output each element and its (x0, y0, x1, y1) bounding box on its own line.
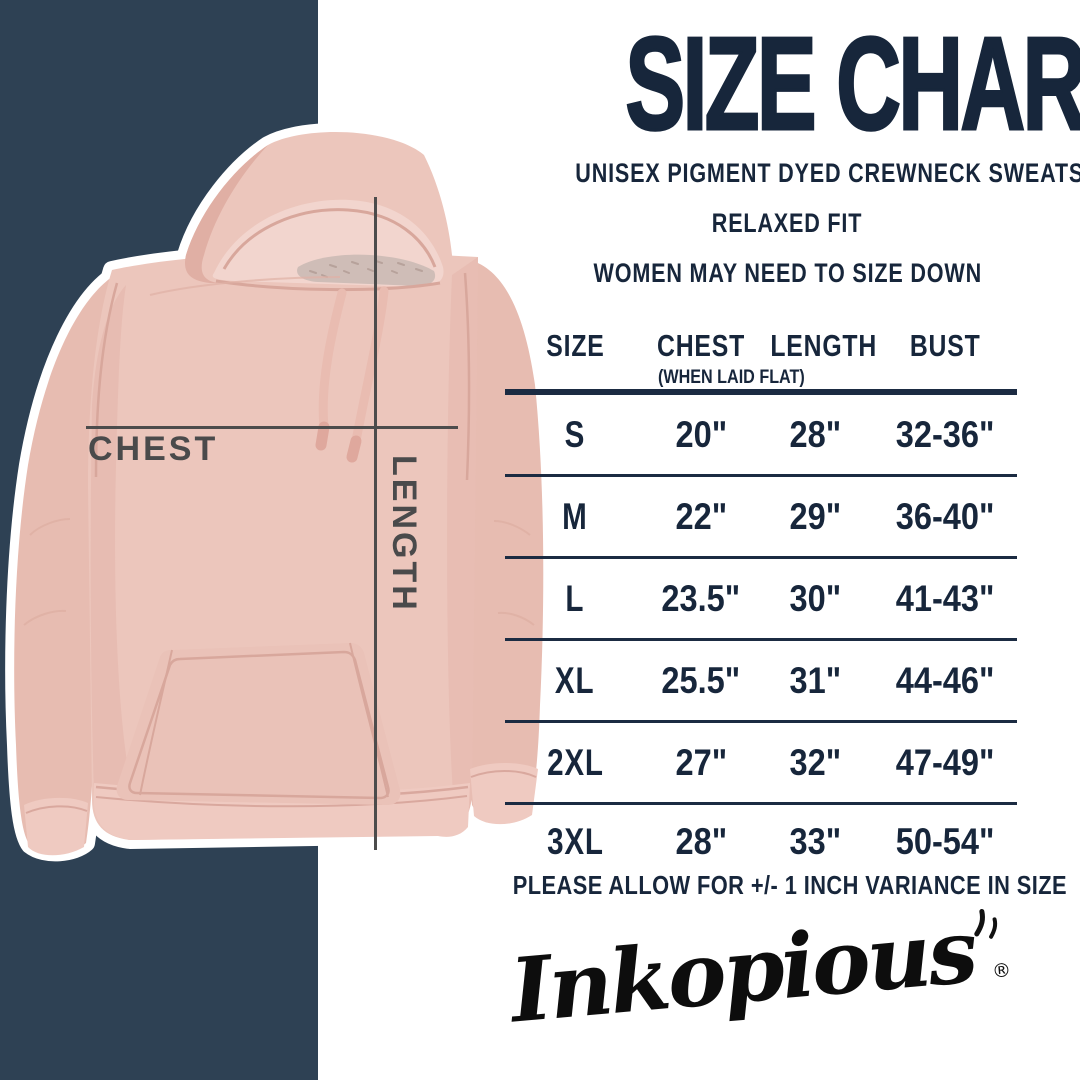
table-row: 2XL 27" 32" 47-49" (505, 723, 1017, 805)
cell-length: 29" (789, 496, 841, 537)
column-header-chest: CHEST (656, 328, 746, 363)
registered-trademark: ® (991, 959, 1013, 983)
column-header-size: SIZE (545, 328, 605, 363)
cell-length: 30" (789, 578, 841, 619)
variance-footnote: PLEASE ALLOW FOR +/- 1 INCH VARIANCE IN … (460, 872, 1067, 898)
cell-length: 31" (789, 660, 841, 701)
subtitle-product: UNISEX PIGMENT DYED CREWNECK SWEATSHIRT (505, 160, 1080, 187)
cell-bust: 41-43" (895, 578, 995, 619)
cell-size: L (565, 578, 585, 619)
page-title: SIZE CHART (624, 10, 1080, 157)
cell-length: 32" (789, 742, 841, 783)
cell-bust: 44-46" (895, 660, 995, 701)
cell-chest: 23.5" (661, 578, 741, 619)
cell-bust: 36-40" (895, 496, 995, 537)
cell-length: 28" (789, 414, 841, 455)
cell-size: M (562, 496, 588, 537)
cell-chest: 28" (675, 820, 727, 862)
chest-subnote: (WHEN LAID FLAT) (657, 367, 805, 388)
hoodie-photo: CHEST LENGTH (0, 105, 560, 895)
cell-bust: 32-36" (895, 414, 995, 455)
brand-logo-text: Inkopious (506, 898, 979, 1043)
hoodie-illustration (5, 123, 553, 862)
subtitle-fit: RELAXED FIT (505, 210, 1070, 237)
size-table-header: SIZE CHEST LENGTH BUST (WHEN LAID FLAT) (505, 322, 1017, 395)
column-header-bust: BUST (909, 328, 981, 363)
table-row: 3XL 28" 33" 50-54" (505, 805, 1017, 877)
cell-size: 2XL (546, 742, 604, 783)
cell-size: S (564, 414, 586, 455)
chest-measure-label: CHEST (88, 430, 219, 468)
size-table: SIZE CHEST LENGTH BUST (WHEN LAID FLAT) … (505, 322, 1017, 877)
length-measure-line (374, 197, 377, 850)
table-row: L 23.5" 30" 41-43" (505, 559, 1017, 641)
cell-chest: 27" (675, 742, 727, 783)
table-row: S 20" 28" 32-36" (505, 395, 1017, 477)
chest-measure-line (86, 426, 458, 429)
cell-chest: 22" (675, 496, 727, 537)
page-title-wrap: SIZE CHART (505, 16, 1080, 151)
cell-chest: 25.5" (661, 660, 741, 701)
cell-size: XL (555, 660, 595, 701)
cell-length: 33" (789, 820, 841, 862)
cell-size: 3XL (546, 820, 604, 862)
table-row: XL 25.5" 31" 44-46" (505, 641, 1017, 723)
length-measure-label: LENGTH (385, 455, 423, 613)
subtitle-sizing-note: WOMEN MAY NEED TO SIZE DOWN (505, 260, 1070, 287)
cell-chest: 20" (675, 414, 727, 455)
table-row: M 22" 29" 36-40" (505, 477, 1017, 559)
logo-flourish-icon (967, 906, 1001, 951)
subtitle-sizing-note-text: WOMEN MAY NEED TO SIZE DOWN (593, 258, 982, 288)
column-header-length: LENGTH (770, 328, 878, 363)
brand-logo: Inkopious ® (505, 898, 1015, 1042)
cell-bust: 50-54" (895, 820, 995, 862)
subtitle-product-text: UNISEX PIGMENT DYED CREWNECK SWEATSHIRT (575, 158, 1080, 188)
variance-footnote-text: PLEASE ALLOW FOR +/- 1 INCH VARIANCE IN … (512, 870, 1067, 900)
subtitle-fit-text: RELAXED FIT (712, 208, 863, 238)
cell-bust: 47-49" (895, 742, 995, 783)
